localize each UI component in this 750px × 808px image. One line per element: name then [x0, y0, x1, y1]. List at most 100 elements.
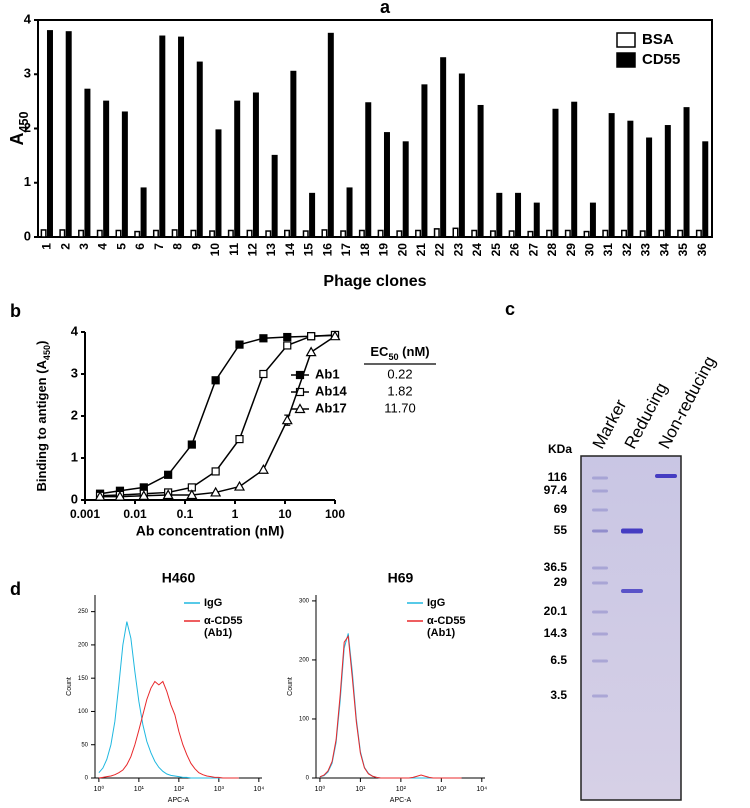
x-tick-label: 9 [189, 243, 203, 250]
x-tick-label: 0.1 [177, 507, 194, 521]
series-line [98, 680, 239, 779]
y-tick-label: 0 [306, 776, 310, 782]
chart-title: H69 [388, 570, 414, 586]
x-tick-label: 0.001 [70, 507, 100, 521]
bar [496, 192, 503, 238]
x-tick-label: 10⁰ [94, 785, 105, 793]
bar [327, 32, 334, 238]
series-line [319, 633, 462, 779]
bar [196, 61, 203, 238]
x-axis-label: Phage clones [323, 273, 426, 290]
bar [84, 88, 91, 238]
x-tick-label: 29 [564, 243, 578, 257]
bar [290, 70, 297, 238]
marker [281, 414, 293, 425]
legend-label: Ab17 [315, 400, 347, 415]
legend-label: BSA [642, 31, 674, 48]
bar [415, 229, 422, 238]
marker [283, 332, 292, 342]
protein-band [621, 589, 643, 593]
bar [65, 31, 72, 238]
bar [489, 230, 496, 238]
y-tick-label: 0 [71, 491, 78, 506]
bar [546, 229, 553, 238]
bar [440, 57, 447, 238]
bar [215, 129, 222, 238]
x-tick-label: 35 [676, 243, 690, 257]
legend-label: α-CD55 (Ab1) [427, 615, 466, 639]
marker [164, 470, 173, 479]
x-tick-label: 3 [77, 243, 91, 250]
bar [433, 228, 440, 238]
bar [271, 154, 278, 238]
x-tick-label: 30 [582, 243, 596, 257]
bar [252, 92, 259, 238]
bar [321, 229, 328, 238]
table-header-text: EC [370, 344, 389, 359]
table-cell: 1.82 [387, 383, 412, 398]
marker [94, 490, 106, 501]
y-tick-label: 4 [71, 323, 79, 338]
ladder-band [592, 581, 608, 585]
ladder-band [592, 529, 608, 533]
y-axis-label-end: ) [34, 341, 49, 345]
unit-label: KDa [548, 442, 572, 456]
ladder-band [592, 659, 608, 663]
series-line [319, 634, 462, 779]
protein-band [621, 528, 643, 534]
bar [178, 36, 185, 238]
x-tick-label: 10 [278, 507, 292, 521]
y-axis-label-text: A [7, 133, 27, 146]
ladder-band [592, 508, 608, 512]
bar [246, 229, 253, 238]
bar [115, 229, 122, 238]
x-tick-label: 1 [40, 243, 54, 250]
bar [602, 229, 609, 238]
legend-label: CD55 [642, 51, 680, 68]
x-tick-label: 34 [657, 243, 671, 257]
x-tick-label: 11 [227, 243, 241, 256]
bar [471, 229, 478, 238]
y-tick-label: 1 [71, 449, 78, 464]
bar [477, 104, 484, 238]
bar [140, 187, 147, 238]
x-tick-label: 28 [545, 243, 559, 257]
x-tick-label: 13 [264, 243, 278, 257]
bar [152, 229, 159, 238]
y-axis-label-text: Count [66, 677, 73, 696]
ladder-label: 20.1 [544, 604, 568, 618]
bar [59, 229, 66, 238]
bar [103, 100, 110, 238]
panel-label: d [10, 579, 21, 599]
y-tick-label: 50 [81, 742, 88, 748]
x-tick-label: 7 [152, 243, 166, 250]
legend-swatch [616, 52, 636, 68]
y-tick-label: 3 [24, 66, 31, 81]
legend-label: α-CD55 (Ab1) [204, 615, 243, 639]
x-tick-label: 31 [601, 243, 615, 257]
x-tick-label: 10⁴ [476, 786, 487, 793]
marker [235, 435, 244, 444]
y-tick-label: 100 [299, 717, 310, 723]
x-tick-label: 21 [414, 243, 428, 257]
y-axis-label: A450 [7, 111, 32, 145]
ladder-label: 3.5 [550, 688, 567, 702]
x-tick-label: 10² [396, 786, 407, 793]
x-tick-label: 36 [695, 243, 709, 257]
x-tick-label: 20 [395, 243, 409, 257]
x-tick-label: 25 [489, 243, 503, 257]
ladder-label: 116 [548, 470, 568, 484]
bar [683, 107, 690, 238]
marker [307, 332, 316, 341]
gel [580, 455, 682, 801]
table-cell: 0.22 [387, 366, 412, 381]
bar [377, 229, 384, 238]
bar [396, 230, 403, 238]
y-tick-label: 1 [24, 174, 31, 189]
x-tick-label: 18 [358, 243, 372, 257]
table-header: EC50 (nM) [370, 344, 429, 362]
bar [46, 30, 53, 238]
x-tick-label: 12 [245, 243, 259, 257]
